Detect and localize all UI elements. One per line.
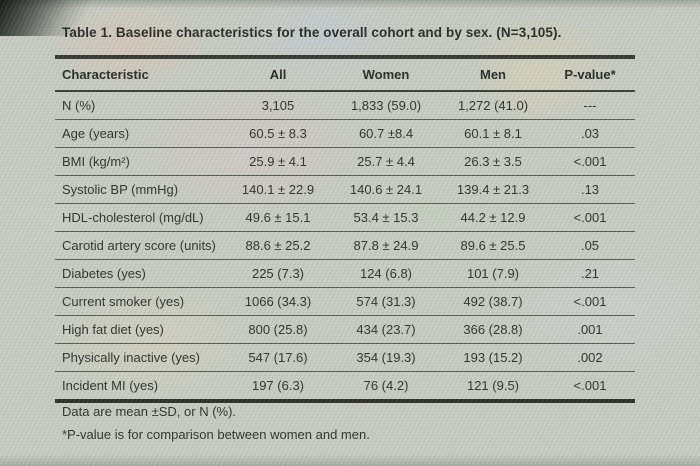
screen-edge-bottom-shadow bbox=[0, 454, 700, 466]
cell-characteristic: Physically inactive (yes) bbox=[55, 343, 225, 372]
table-row: Diabetes (yes) 225 (7.3) 124 (6.8) 101 (… bbox=[55, 259, 635, 288]
table-row: BMI (kg/m²) 25.9 ± 4.1 25.7 ± 4.4 26.3 ±… bbox=[55, 147, 635, 176]
cell-men: 89.6 ± 25.5 bbox=[441, 231, 545, 260]
table-header-row: Characteristic All Women Men P-value* bbox=[55, 57, 635, 92]
col-header-pvalue: P-value* bbox=[545, 57, 635, 92]
cell-men: 193 (15.2) bbox=[441, 343, 545, 372]
cell-pvalue: .13 bbox=[545, 175, 635, 204]
cell-pvalue: <.001 bbox=[545, 203, 635, 232]
cell-characteristic: BMI (kg/m²) bbox=[55, 147, 225, 176]
cell-men: 492 (38.7) bbox=[441, 287, 545, 316]
cell-women: 434 (23.7) bbox=[331, 315, 441, 344]
cell-characteristic: Incident MI (yes) bbox=[55, 371, 225, 403]
col-header-men: Men bbox=[441, 57, 545, 92]
cell-characteristic: High fat diet (yes) bbox=[55, 315, 225, 344]
cell-all: 547 (17.6) bbox=[225, 343, 331, 372]
cell-all: 197 (6.3) bbox=[225, 371, 331, 403]
cell-women: 124 (6.8) bbox=[331, 259, 441, 288]
table-footnote-data: Data are mean ±SD, or N (%). bbox=[62, 404, 237, 419]
cell-men: 121 (9.5) bbox=[441, 371, 545, 403]
cell-all: 3,105 bbox=[225, 91, 331, 120]
col-header-women: Women bbox=[331, 57, 441, 92]
table-row: HDL-cholesterol (mg/dL) 49.6 ± 15.1 53.4… bbox=[55, 203, 635, 232]
cell-men: 366 (28.8) bbox=[441, 315, 545, 344]
cell-women: 76 (4.2) bbox=[331, 371, 441, 403]
cell-men: 101 (7.9) bbox=[441, 259, 545, 288]
table-row: Physically inactive (yes) 547 (17.6) 354… bbox=[55, 343, 635, 372]
cell-pvalue: <.001 bbox=[545, 287, 635, 316]
cell-characteristic: Diabetes (yes) bbox=[55, 259, 225, 288]
cell-men: 44.2 ± 12.9 bbox=[441, 203, 545, 232]
cell-women: 25.7 ± 4.4 bbox=[331, 147, 441, 176]
table-row: Systolic BP (mmHg) 140.1 ± 22.9 140.6 ± … bbox=[55, 175, 635, 204]
cell-characteristic: Carotid artery score (units) bbox=[55, 231, 225, 260]
cell-men: 60.1 ± 8.1 bbox=[441, 119, 545, 148]
table-title: Table 1. Baseline characteristics for th… bbox=[62, 25, 562, 40]
cell-men: 1,272 (41.0) bbox=[441, 91, 545, 120]
cell-pvalue: <.001 bbox=[545, 147, 635, 176]
cell-women: 140.6 ± 24.1 bbox=[331, 175, 441, 204]
cell-women: 354 (19.3) bbox=[331, 343, 441, 372]
col-header-all: All bbox=[225, 57, 331, 92]
cell-pvalue: .03 bbox=[545, 119, 635, 148]
cell-women: 574 (31.3) bbox=[331, 287, 441, 316]
cell-all: 25.9 ± 4.1 bbox=[225, 147, 331, 176]
cell-women: 53.4 ± 15.3 bbox=[331, 203, 441, 232]
table-row: Carotid artery score (units) 88.6 ± 25.2… bbox=[55, 231, 635, 260]
table-row: Current smoker (yes) 1066 (34.3) 574 (31… bbox=[55, 287, 635, 316]
screen-edge-top-shadow bbox=[0, 0, 700, 9]
cell-women: 1,833 (59.0) bbox=[331, 91, 441, 120]
cell-all: 800 (25.8) bbox=[225, 315, 331, 344]
cell-all: 225 (7.3) bbox=[225, 259, 331, 288]
table-row: Incident MI (yes) 197 (6.3) 76 (4.2) 121… bbox=[55, 371, 635, 403]
cell-pvalue: .002 bbox=[545, 343, 635, 372]
cell-pvalue: .21 bbox=[545, 259, 635, 288]
cell-men: 139.4 ± 21.3 bbox=[441, 175, 545, 204]
cell-characteristic: Current smoker (yes) bbox=[55, 287, 225, 316]
cell-characteristic: Age (years) bbox=[55, 119, 225, 148]
cell-characteristic: N (%) bbox=[55, 91, 225, 120]
cell-all: 49.6 ± 15.1 bbox=[225, 203, 331, 232]
cell-characteristic: HDL-cholesterol (mg/dL) bbox=[55, 203, 225, 232]
cell-all: 88.6 ± 25.2 bbox=[225, 231, 331, 260]
cell-women: 60.7 ±8.4 bbox=[331, 119, 441, 148]
cell-men: 26.3 ± 3.5 bbox=[441, 147, 545, 176]
cell-pvalue: --- bbox=[545, 91, 635, 120]
cell-all: 1066 (34.3) bbox=[225, 287, 331, 316]
cell-pvalue: .05 bbox=[545, 231, 635, 260]
cell-pvalue: <.001 bbox=[545, 371, 635, 403]
screen-edge-corner-shadow bbox=[0, 0, 120, 36]
table-row: High fat diet (yes) 800 (25.8) 434 (23.7… bbox=[55, 315, 635, 344]
cell-pvalue: .001 bbox=[545, 315, 635, 344]
baseline-characteristics-table: Characteristic All Women Men P-value* N … bbox=[55, 55, 635, 403]
table-row: Age (years) 60.5 ± 8.3 60.7 ±8.4 60.1 ± … bbox=[55, 119, 635, 148]
cell-characteristic: Systolic BP (mmHg) bbox=[55, 175, 225, 204]
table-row: N (%) 3,105 1,833 (59.0) 1,272 (41.0) --… bbox=[55, 91, 635, 120]
cell-all: 60.5 ± 8.3 bbox=[225, 119, 331, 148]
cell-all: 140.1 ± 22.9 bbox=[225, 175, 331, 204]
col-header-characteristic: Characteristic bbox=[55, 57, 225, 92]
table-footnote-pvalue: *P-value is for comparison between women… bbox=[62, 427, 370, 442]
cell-women: 87.8 ± 24.9 bbox=[331, 231, 441, 260]
